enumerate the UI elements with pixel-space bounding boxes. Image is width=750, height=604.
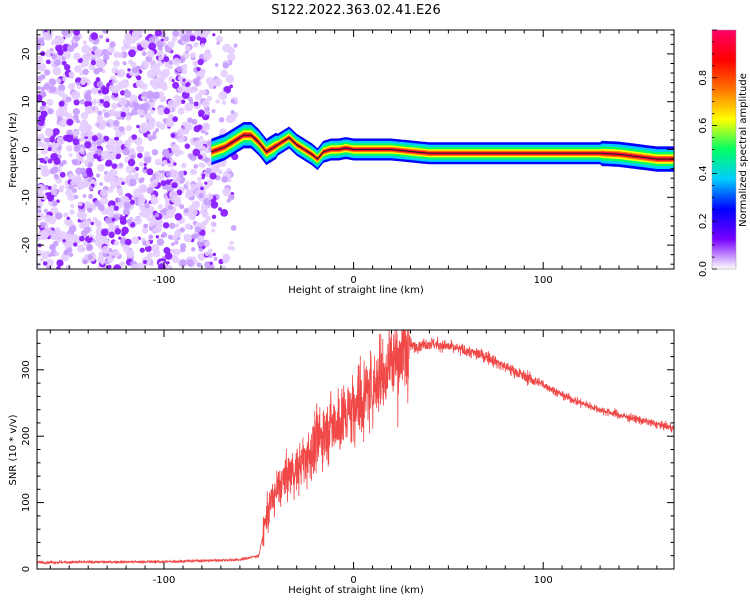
heatmap-x-axis-label: Height of straight line (km) xyxy=(288,285,424,296)
snr-plot xyxy=(37,330,674,566)
colorbar-ticks: 0.0 0.2 0.4 0.6 0.8 xyxy=(698,29,737,277)
snr-x-tick-label: 0 xyxy=(350,575,356,586)
colorbar-tick-label: 0.6 xyxy=(698,118,709,134)
heatmap-y-tick-label: -20 xyxy=(21,237,32,253)
snr-y-tick-label: 300 xyxy=(21,360,32,379)
heatmap-y-tick-label: 0 xyxy=(21,146,32,152)
colorbar-tick-label: 0.4 xyxy=(698,165,709,181)
snr-series-line xyxy=(37,330,674,566)
snr-x-tick-label: 100 xyxy=(534,575,553,586)
noise-speckles xyxy=(37,30,239,269)
heatmap-y-tick-label: 10 xyxy=(21,95,32,108)
heatmap-y-axis-label: Frequency (Hz) xyxy=(8,112,19,188)
heatmap-y-tick-label: 20 xyxy=(21,48,32,61)
heatmap-x-tick-label: 0 xyxy=(350,275,356,286)
colorbar-tick-label: 0.8 xyxy=(698,70,709,86)
snr-y-tick-label: 0 xyxy=(21,566,32,572)
snr-frame xyxy=(36,329,675,570)
heatmap-x-tick-label: 100 xyxy=(534,275,553,286)
snr-x-tick-label: -100 xyxy=(153,575,176,586)
snr-y-tick-label: 200 xyxy=(21,427,32,446)
heatmap-x-tick-label: -100 xyxy=(153,275,176,286)
snr-y-axis-label: SNR (10 * v/v) xyxy=(8,414,19,485)
colorbar-tick-label: 0.0 xyxy=(698,261,709,277)
colorbar-tick-label: 0.2 xyxy=(698,213,709,229)
ridge-band-red xyxy=(211,133,674,161)
heatmap-plot xyxy=(37,30,674,269)
colorbar xyxy=(712,30,736,269)
figure-title: S122.2022.363.02.41.E26 xyxy=(271,3,440,18)
snr-x-axis-label: Height of straight line (km) xyxy=(288,585,424,596)
snr-y-tick-label: 100 xyxy=(21,493,32,512)
ridge-line xyxy=(211,134,674,160)
heatmap-y-tick-label: -10 xyxy=(21,189,32,205)
colorbar-label: Normalized spectral amplitude xyxy=(738,73,749,227)
